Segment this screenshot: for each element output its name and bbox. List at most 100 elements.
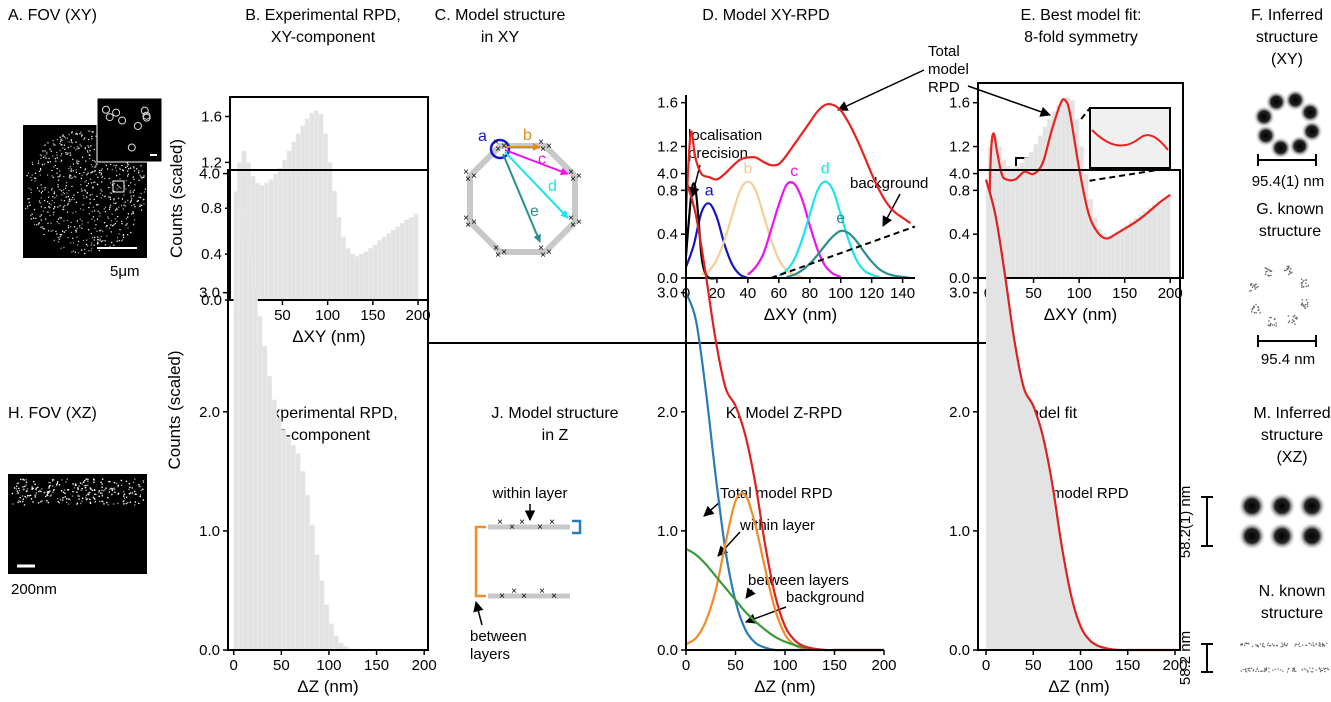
- speck: [1326, 642, 1328, 644]
- dot: [91, 489, 94, 492]
- dot: [86, 484, 89, 487]
- dot: [108, 488, 111, 491]
- dot: [99, 239, 101, 242]
- x-tick-label: 140: [890, 285, 915, 302]
- bar: [1015, 166, 1021, 279]
- speck: [1321, 669, 1324, 672]
- speck: [1264, 667, 1266, 670]
- bar: [295, 453, 301, 651]
- dot: [138, 172, 140, 174]
- dot: [40, 197, 42, 199]
- y-tick-label: 0.8: [949, 182, 970, 199]
- dot: [38, 200, 41, 202]
- x-tick-label: 50: [1025, 657, 1042, 674]
- dot: [55, 230, 57, 232]
- dot: [98, 169, 101, 172]
- dot: [71, 495, 74, 497]
- dot: [109, 182, 112, 184]
- dot: [47, 200, 49, 203]
- dot: [106, 216, 109, 218]
- speck: [1321, 645, 1324, 647]
- dot: [22, 488, 25, 491]
- dot: [79, 143, 81, 146]
- zoom-inset: [1089, 107, 1171, 169]
- dot: [80, 131, 82, 133]
- dot: [107, 217, 110, 220]
- dot: [105, 487, 107, 489]
- dot: [93, 148, 96, 151]
- dot: [26, 205, 29, 207]
- dot: [91, 242, 93, 244]
- dot: [140, 489, 143, 492]
- dot: [46, 494, 49, 497]
- speck: [1248, 290, 1251, 292]
- dot: [59, 174, 62, 176]
- blob: [1265, 90, 1288, 113]
- speck: [1265, 271, 1267, 273]
- panel-title: A. FOV (XY): [8, 7, 97, 24]
- dot: [63, 175, 65, 178]
- dot: [77, 163, 79, 165]
- x-mark: ×: [497, 517, 503, 528]
- series-label: b: [743, 161, 752, 178]
- bar: [257, 316, 263, 651]
- dot: [77, 191, 79, 194]
- dot: [109, 163, 112, 166]
- ring: [118, 116, 127, 125]
- dot: [60, 153, 63, 155]
- dot: [127, 213, 130, 215]
- fov-dots: [11, 478, 145, 506]
- bar: [333, 635, 339, 651]
- diagram-label: within layer: [491, 485, 567, 502]
- dot: [76, 146, 79, 148]
- blob: [1298, 492, 1326, 520]
- dot: [94, 498, 96, 501]
- y-tick-label: 1.0: [199, 523, 220, 540]
- dot: [30, 189, 32, 191]
- dot: [133, 178, 135, 181]
- dot: [43, 233, 45, 236]
- dot: [128, 488, 130, 491]
- speck: [1243, 644, 1246, 647]
- dot: [90, 488, 92, 490]
- speck: [1301, 281, 1304, 283]
- dot: [128, 482, 131, 485]
- localisation-marks: × ××× ××× ××× ××× ××× ××× ××× ××: [463, 137, 582, 261]
- dot: [116, 215, 119, 218]
- y-tick-label: 3.0: [657, 285, 678, 302]
- dot: [82, 481, 85, 484]
- dot: [73, 198, 75, 201]
- dot: [47, 230, 50, 232]
- blob: [1254, 124, 1277, 147]
- dot: [47, 492, 49, 495]
- dot: [104, 211, 107, 213]
- scale-bar: [1201, 643, 1213, 673]
- dot: [51, 187, 53, 190]
- dot: [129, 491, 132, 494]
- dot: [127, 227, 129, 229]
- dot: [143, 203, 145, 205]
- diagram-label: between: [470, 628, 527, 645]
- dot: [56, 497, 59, 500]
- speck: [1289, 267, 1292, 270]
- dot: [31, 213, 33, 215]
- speck: [1305, 299, 1308, 301]
- dot: [58, 222, 60, 225]
- dot: [139, 174, 141, 176]
- dot: [128, 486, 131, 489]
- bar: [266, 375, 273, 651]
- dot: [138, 179, 140, 181]
- dot: [122, 236, 125, 239]
- speck: [1262, 670, 1264, 672]
- dot: [59, 142, 61, 145]
- speck: [1309, 667, 1311, 669]
- y-tick-label: 1.2: [949, 139, 970, 156]
- dot: [59, 236, 61, 238]
- bar: [1019, 162, 1025, 279]
- dot: [91, 171, 93, 173]
- ring: [105, 113, 114, 122]
- speck: [1262, 642, 1264, 645]
- dot: [79, 208, 82, 210]
- blob: [1288, 135, 1311, 158]
- dot: [100, 169, 102, 172]
